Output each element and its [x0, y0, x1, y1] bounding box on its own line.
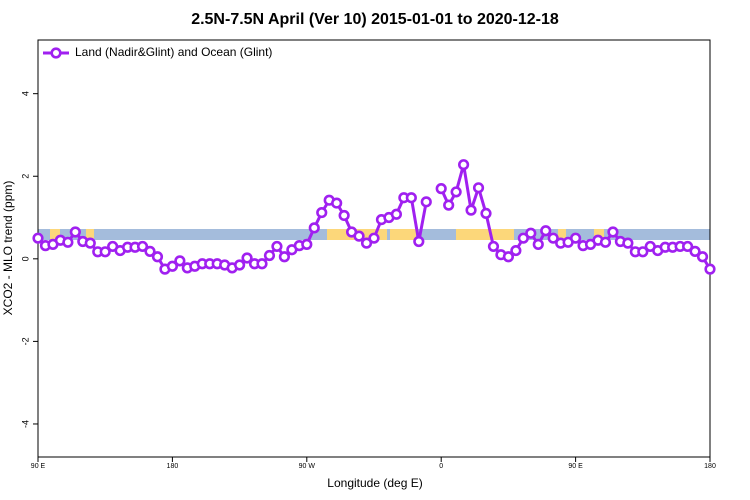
x-tick-label: 180 [704, 463, 716, 470]
data-point [278, 251, 291, 263]
data-point [136, 240, 149, 253]
y-tick-label: -4 [20, 420, 30, 428]
data-point [144, 245, 156, 257]
data-point [234, 259, 246, 271]
land-band [86, 229, 94, 240]
x-axis-label: Longitude (deg E) [327, 476, 422, 490]
data-point [62, 236, 74, 248]
y-axis-label: XCO2 - MLO trend (ppm) [1, 181, 15, 316]
x-tick-label: 90 E [568, 463, 583, 470]
data-point [450, 186, 462, 198]
data-point [443, 199, 455, 211]
data-point [480, 207, 492, 220]
legend-label: Land (Nadir&Glint) and Ocean (Glint) [75, 45, 272, 59]
land-band [558, 229, 566, 240]
data-point [151, 251, 164, 263]
data-point [502, 251, 515, 263]
x-tick-label: 180 [167, 463, 179, 470]
data-point [331, 197, 343, 209]
data-point [99, 246, 111, 258]
data-point [510, 244, 522, 257]
land-band [50, 229, 60, 240]
data-point [607, 226, 619, 238]
data-point [301, 238, 313, 250]
data-point [256, 258, 268, 270]
x-tick-label: 90 W [299, 463, 316, 470]
data-point [174, 255, 186, 267]
data-point [458, 159, 470, 171]
x-tick-label: 0 [439, 463, 443, 470]
chart-title: 2.5N-7.5N April (Ver 10) 2015-01-01 to 2… [191, 11, 559, 28]
data-point [405, 192, 417, 204]
series-line [36, 164, 712, 271]
data-point [368, 232, 380, 244]
data-point [472, 182, 485, 194]
data-point [166, 260, 178, 272]
land-band [594, 229, 604, 240]
data-point [517, 232, 529, 244]
y-tick-label: -2 [20, 337, 30, 345]
data-point [32, 232, 44, 244]
data-point [532, 238, 544, 250]
data-point [599, 236, 612, 248]
data-point [413, 235, 425, 248]
data-point [241, 252, 253, 264]
x-tick-label: 90 E [31, 463, 46, 470]
data-point [390, 208, 403, 220]
land-band [456, 229, 514, 240]
data-point [84, 237, 96, 249]
data-point [308, 222, 320, 234]
data-point [271, 240, 283, 253]
data-point [704, 263, 716, 275]
data-point [465, 204, 477, 216]
data-point [547, 232, 559, 244]
data-point [69, 226, 81, 238]
data-point [569, 232, 582, 244]
data-point [360, 237, 373, 249]
data-point [689, 245, 701, 257]
data-point [525, 227, 537, 239]
data-point [540, 225, 552, 237]
data-point [622, 237, 634, 249]
land-band [390, 229, 416, 240]
data-point [435, 183, 447, 195]
y-tick-label: 0 [20, 256, 30, 261]
data-point [338, 209, 350, 222]
data-point [681, 240, 694, 253]
data-point [637, 246, 649, 258]
data-point [420, 196, 432, 208]
data-point [487, 240, 500, 253]
plot-frame [37, 39, 711, 458]
data-point [696, 251, 709, 263]
data-point [316, 206, 328, 219]
y-tick-label: 2 [20, 174, 30, 179]
y-tick-label: 4 [20, 91, 30, 96]
data-point [353, 230, 365, 242]
data-point [263, 249, 276, 262]
legend-marker [50, 47, 62, 59]
